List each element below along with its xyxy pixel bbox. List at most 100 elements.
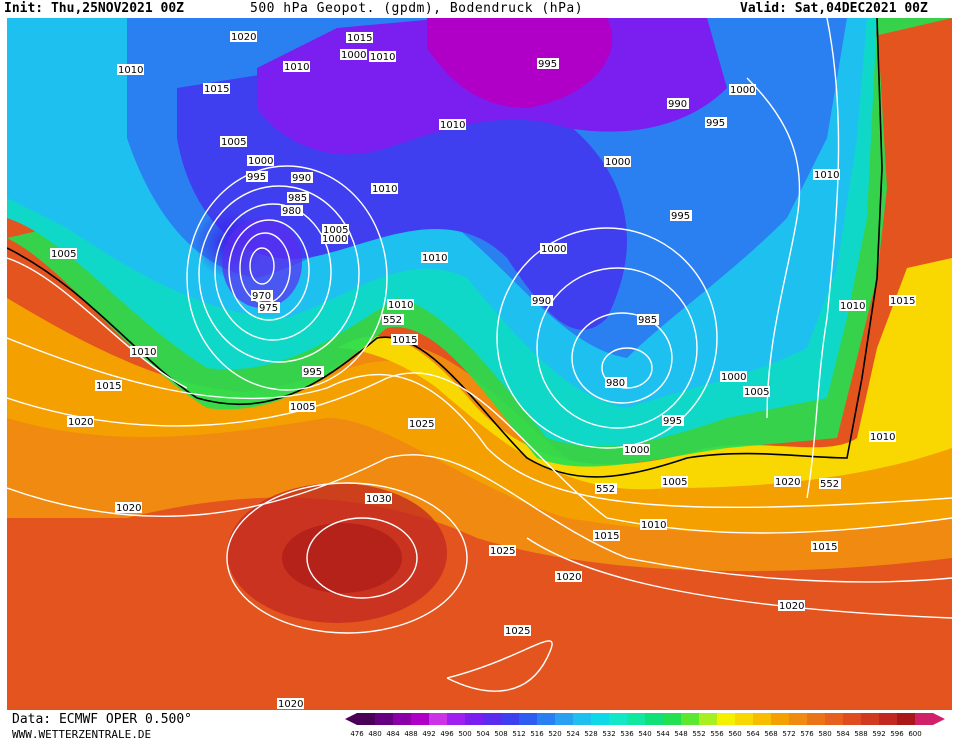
isobar-label: 970	[252, 291, 271, 302]
isobar-label: 995	[706, 118, 725, 129]
high-core	[282, 523, 402, 593]
isobar-label: 1000	[624, 445, 649, 456]
isobar-label: 1025	[505, 626, 530, 637]
legend-tick-label: 536	[620, 730, 634, 738]
isobar-label: 1020	[775, 477, 800, 488]
legend-tick-label: 572	[782, 730, 795, 738]
contour-label: 552	[820, 479, 839, 490]
isobar-label: 1010	[131, 347, 156, 358]
legend-tick-label: 592	[872, 730, 885, 738]
legend-swatch	[753, 713, 771, 725]
isobar-label: 1025	[490, 546, 515, 557]
isobar-label: 995	[663, 416, 682, 427]
isobar-label: 1010	[840, 301, 865, 312]
isobar-label: 1000	[322, 234, 347, 245]
isobar-label: 995	[247, 172, 266, 183]
legend-swatch	[393, 713, 411, 725]
legend-swatch	[645, 713, 663, 725]
legend-swatch	[735, 713, 753, 725]
contour-552-labels: 552 552 552	[382, 314, 841, 495]
isobar-label: 985	[638, 315, 657, 326]
map-title: 500 hPa Geopot. (gpdm), Bodendruck (hPa)	[250, 1, 584, 16]
isobar-label: 1005	[744, 387, 769, 398]
valid-time: Valid: Sat,04DEC2021 00Z	[740, 1, 928, 16]
legend-swatch	[825, 713, 843, 725]
isobar-label: 1020	[556, 572, 581, 583]
legend-swatch	[465, 713, 483, 725]
legend-tick-label: 544	[656, 730, 670, 738]
legend-swatch	[663, 713, 681, 725]
legend-swatch	[717, 713, 735, 725]
isobar-label: 1000	[721, 372, 746, 383]
legend-swatch	[609, 713, 627, 725]
legend-tick-label: 600	[908, 730, 921, 738]
isobar-label: 1010	[440, 120, 465, 131]
legend-tick-label: 540	[638, 730, 651, 738]
isobar-label: 1005	[290, 402, 315, 413]
isobar-label: 975	[259, 303, 278, 314]
legend-swatch	[375, 713, 393, 725]
legend-swatch	[483, 713, 501, 725]
isobar-label: 1005	[323, 225, 348, 236]
zone-yellow	[337, 258, 952, 490]
legend-tick-label: 552	[692, 730, 705, 738]
isobar-label: 1000	[730, 85, 755, 96]
legend-swatch	[519, 713, 537, 725]
legend-swatch	[699, 713, 717, 725]
legend-tick-label: 488	[404, 730, 417, 738]
isobar-label: 1020	[116, 503, 141, 514]
isobar-label: 1030	[366, 494, 391, 505]
isobar-label: 1005	[51, 249, 76, 260]
isobar-label: 1015	[594, 531, 619, 542]
pressure-labels: 1020 1015 1010 1005 1000 995 990 985 980…	[50, 31, 916, 710]
website: WWW.WETTERZENTRALE.DE	[12, 728, 152, 741]
legend-swatch	[357, 713, 375, 725]
legend-tick-label: 484	[386, 730, 400, 738]
isobar-label: 1000	[341, 50, 366, 61]
isobar-label: 1015	[812, 542, 837, 553]
isobar-label: 1015	[890, 296, 915, 307]
isobar-label: 980	[606, 378, 625, 389]
legend-arrow-right	[933, 713, 945, 725]
isobars	[7, 18, 952, 692]
isobar-label: 1020	[68, 417, 93, 428]
isobar-label: 1010	[870, 432, 895, 443]
contour-label: 552	[596, 484, 615, 495]
legend-swatch	[789, 713, 807, 725]
isobar-label: 1010	[372, 184, 397, 195]
legend-swatch	[879, 713, 897, 725]
isobar-label: 1010	[284, 62, 309, 73]
legend-tick-label: 500	[458, 730, 471, 738]
isobar-label: 1025	[409, 419, 434, 430]
legend-swatch	[447, 713, 465, 725]
legend-swatch	[411, 713, 429, 725]
footer-bar: Data: ECMWF OPER 0.500° WWW.WETTERZENTRA…	[0, 710, 959, 741]
legend-tick-label: 528	[584, 730, 597, 738]
isobar-label: 1000	[605, 157, 630, 168]
isobar-label: 995	[538, 59, 557, 70]
legend-tick-label: 564	[746, 730, 760, 738]
legend-swatch	[807, 713, 825, 725]
isobar-label: 1015	[204, 84, 229, 95]
legend-tick-label: 576	[800, 730, 814, 738]
legend-swatch	[897, 713, 915, 725]
zone-purple	[427, 18, 613, 108]
isobar-label: 1015	[96, 381, 121, 392]
legend-tick-label: 584	[836, 730, 850, 738]
init-time: Init: Thu,25NOV2021 00Z	[4, 1, 185, 16]
legend-swatch	[915, 713, 933, 725]
legend-arrow-left	[345, 713, 357, 725]
isobar-label: 1010	[814, 170, 839, 181]
isobar-label: 1020	[231, 32, 256, 43]
legend-tick-label: 496	[440, 730, 454, 738]
isobar-label: 1015	[392, 335, 417, 346]
legend-swatch	[591, 713, 609, 725]
legend-tick-label: 524	[566, 730, 580, 738]
legend-tick-label: 588	[854, 730, 867, 738]
isobar-label: 985	[288, 193, 307, 204]
isobar-label: 1010	[641, 520, 666, 531]
legend-swatch	[627, 713, 645, 725]
legend-swatch	[501, 713, 519, 725]
legend-tick-label: 492	[422, 730, 435, 738]
isobar-label: 995	[303, 367, 322, 378]
